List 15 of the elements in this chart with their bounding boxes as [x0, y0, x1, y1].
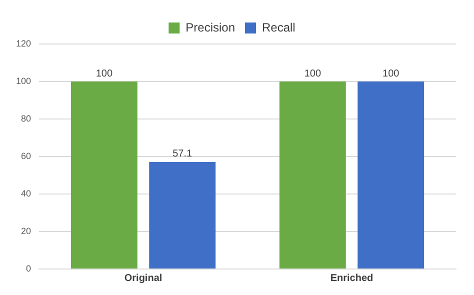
legend-label: Recall: [262, 20, 296, 34]
y-tick-label: 40: [21, 188, 32, 198]
y-tick-label: 0: [26, 263, 32, 274]
y-tick-label: 80: [21, 113, 32, 124]
data-label: 100: [96, 68, 113, 80]
y-tick-label: 60: [21, 150, 32, 161]
data-label: 57.1: [172, 148, 193, 160]
y-tick-label: 100: [16, 76, 32, 86]
x-tick-label: Enriched: [330, 272, 374, 284]
data-label: 100: [382, 68, 400, 80]
x-tick-label: Original: [124, 272, 162, 284]
y-tick-label: 120: [16, 38, 32, 48]
legend-label: Precision: [186, 20, 236, 34]
y-tick-label: 20: [21, 226, 32, 236]
data-label: 100: [304, 68, 322, 80]
